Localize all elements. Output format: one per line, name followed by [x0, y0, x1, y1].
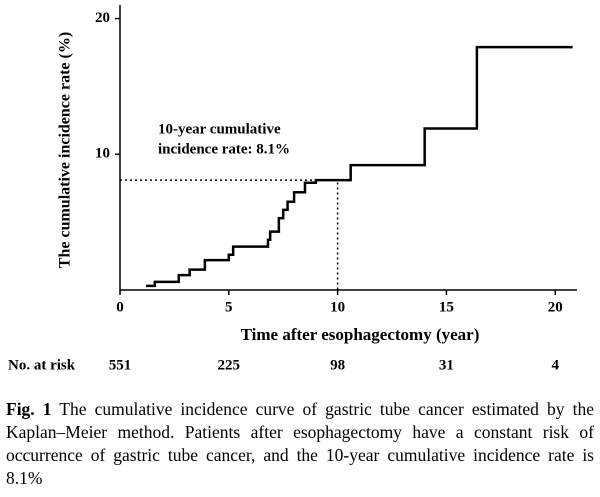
at-risk-value: 98	[330, 357, 345, 373]
caption-text: The cumulative incidence curve of gastri…	[6, 399, 594, 488]
x-tick-label: 10	[330, 299, 345, 315]
y-axis-label: The cumulative incidence rate (%)	[57, 32, 74, 268]
x-tick-label: 0	[116, 299, 124, 315]
annotation-guide	[120, 179, 339, 290]
km-curve	[146, 45, 573, 288]
y-tick-label: 20	[95, 10, 110, 26]
y-tick-label: 10	[95, 146, 110, 162]
chart: The cumulative incidence rate (%) Time a…	[8, 5, 577, 373]
at-risk-value: 225	[218, 357, 241, 373]
at-risk-value: 31	[439, 357, 454, 373]
x-axis-label: Time after esophagectomy (year)	[241, 325, 480, 344]
x-tick-label: 5	[225, 299, 233, 315]
x-tick-label: 15	[439, 299, 454, 315]
x-tick-label: 20	[548, 299, 563, 315]
at-risk-value: 551	[109, 357, 132, 373]
caption: Fig. 1 The cumulative incidence curve of…	[6, 398, 594, 490]
at-risk-label: No. at risk	[8, 357, 76, 373]
at-risk-value: 4	[551, 357, 559, 373]
annotation-text: 10-year cumulative	[158, 121, 281, 137]
caption-label: Fig. 1	[6, 399, 52, 419]
annotation-text: incidence rate: 8.1%	[158, 141, 290, 157]
